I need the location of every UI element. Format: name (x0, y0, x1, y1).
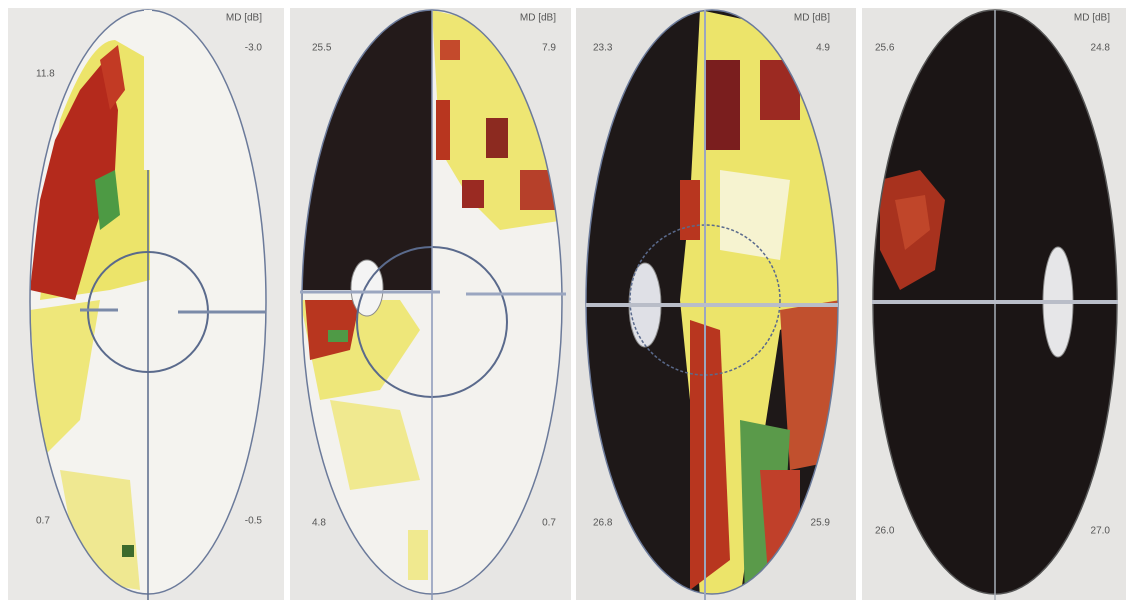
md-value: -3.0 (245, 43, 263, 54)
sector-value: 26.8 (593, 518, 613, 529)
sector-value: 27.0 (1091, 526, 1111, 537)
md-label: MD [dB] (520, 13, 556, 24)
md-value: 24.8 (1091, 43, 1111, 54)
sector-value: 26.0 (875, 526, 895, 537)
sector-value: 25.6 (875, 43, 895, 54)
sector-value: 25.9 (811, 518, 831, 529)
md-label: MD [dB] (226, 13, 262, 24)
sector-value: 0.7 (542, 518, 556, 529)
sector-value: 23.3 (593, 43, 613, 54)
md-value: 7.9 (542, 43, 556, 54)
sector-value: 0.7 (36, 516, 50, 527)
sector-value: 11.8 (36, 69, 55, 80)
md-label: MD [dB] (1074, 13, 1110, 24)
md-value: 4.9 (816, 43, 830, 54)
md-label: MD [dB] (794, 13, 830, 24)
sector-value: 4.8 (312, 518, 326, 529)
sector-value: -0.5 (245, 516, 263, 527)
sector-value: 25.5 (312, 43, 332, 54)
visual-field-figure: MD [dB] -3.0 11.8 0.7 -0.5 MD [dB] 7.9 25.5 4.8 0… (0, 0, 1130, 606)
